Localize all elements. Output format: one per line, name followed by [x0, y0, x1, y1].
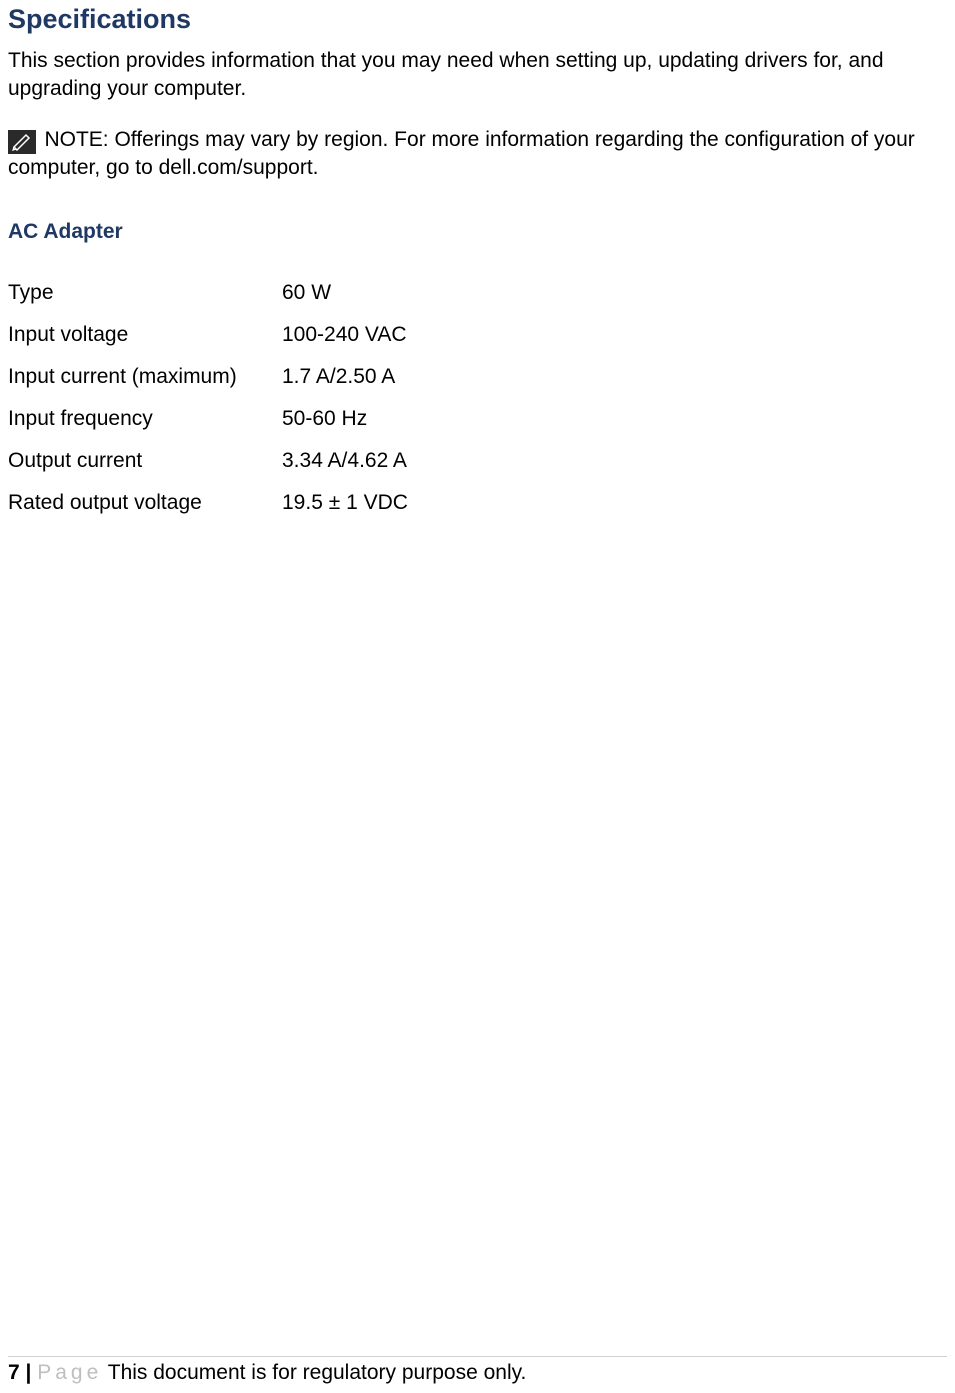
spec-value: 60 W — [282, 272, 947, 314]
spec-value: 19.5 ± 1 VDC — [282, 482, 947, 524]
note-text: NOTE: Offerings may vary by region. For … — [8, 128, 915, 179]
spec-value: 50-60 Hz — [282, 398, 947, 440]
intro-paragraph: This section provides information that y… — [8, 47, 947, 104]
table-row: Output current3.34 A/4.62 A — [8, 440, 947, 482]
footer-page-number: 7 — [8, 1361, 20, 1384]
spec-label: Output current — [8, 440, 282, 482]
page-title: Specifications — [8, 0, 947, 35]
table-row: Input current (maximum)1.7 A/2.50 A — [8, 356, 947, 398]
footer-separator: | — [20, 1361, 38, 1384]
spec-label: Input current (maximum) — [8, 356, 282, 398]
spec-label: Type — [8, 272, 282, 314]
page-footer: 7 | Page This document is for regulatory… — [8, 1356, 947, 1385]
spec-label: Input frequency — [8, 398, 282, 440]
table-row: Input voltage100-240 VAC — [8, 314, 947, 356]
table-row: Input frequency50-60 Hz — [8, 398, 947, 440]
spec-label: Rated output voltage — [8, 482, 282, 524]
table-row: Rated output voltage19.5 ± 1 VDC — [8, 482, 947, 524]
spec-label: Input voltage — [8, 314, 282, 356]
table-row: Type60 W — [8, 272, 947, 314]
note-block: NOTE: Offerings may vary by region. For … — [8, 126, 947, 183]
section-heading-ac-adapter: AC Adapter — [8, 220, 947, 244]
spec-table: Type60 WInput voltage100-240 VACInput cu… — [8, 272, 947, 524]
footer-page-label: Page — [37, 1361, 102, 1384]
spec-value: 100-240 VAC — [282, 314, 947, 356]
footer-text: This document is for regulatory purpose … — [102, 1361, 526, 1384]
note-label: NOTE: — [44, 128, 108, 151]
note-icon — [8, 130, 36, 154]
spec-value: 1.7 A/2.50 A — [282, 356, 947, 398]
spec-value: 3.34 A/4.62 A — [282, 440, 947, 482]
note-body: Offerings may vary by region. For more i… — [8, 128, 915, 179]
